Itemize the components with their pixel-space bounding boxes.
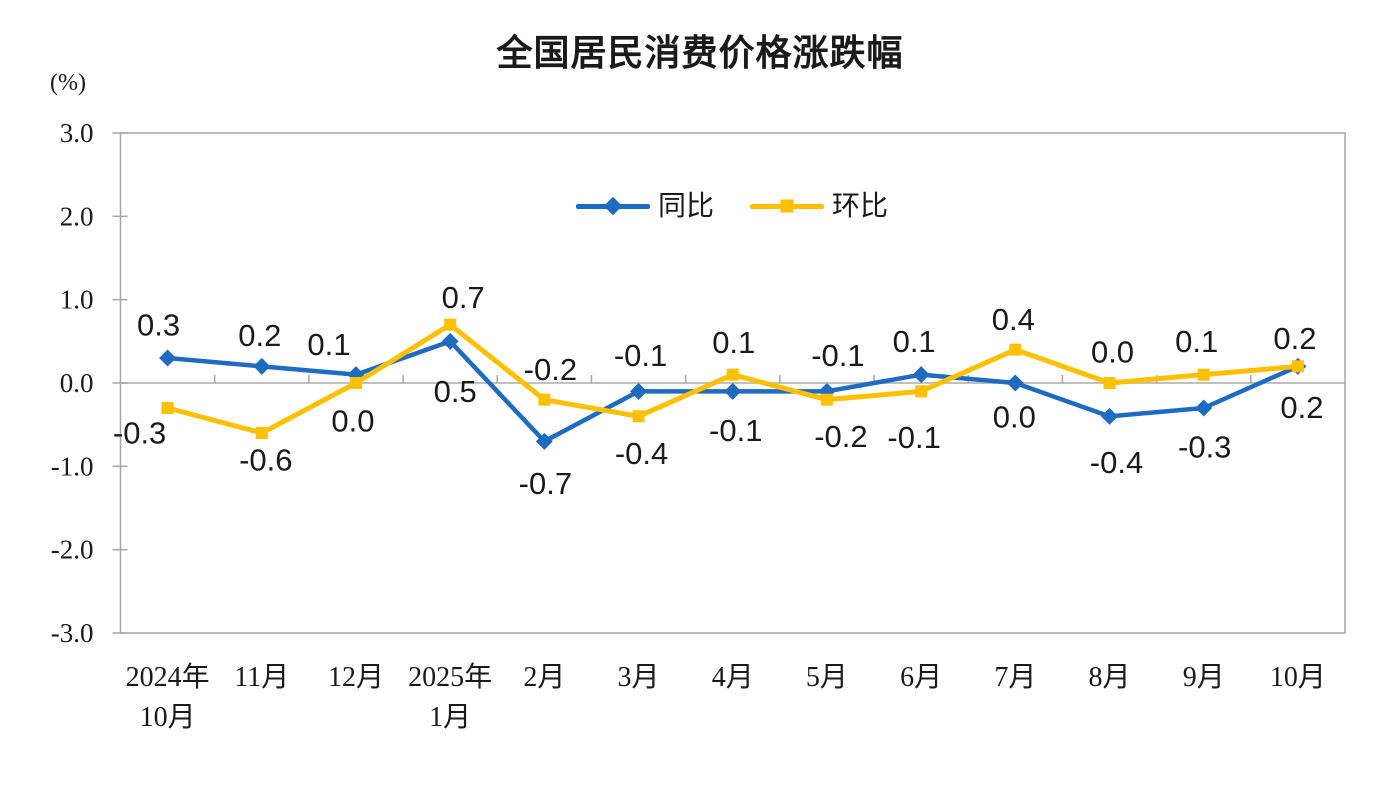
y-tick-label: -2.0 bbox=[51, 535, 94, 565]
x-tick-label: 4月 bbox=[712, 662, 754, 693]
square-data-point-marker bbox=[538, 393, 551, 406]
square-data-point-marker bbox=[915, 385, 928, 398]
legend-item-mom: 环比 bbox=[750, 192, 888, 220]
data-label-环比: -0.2 bbox=[814, 419, 867, 454]
data-label-环比: 0.0 bbox=[1091, 335, 1134, 370]
data-label-环比: -0.4 bbox=[615, 436, 668, 471]
diamond-data-point-marker bbox=[630, 382, 648, 400]
square-data-point-marker bbox=[161, 402, 174, 414]
y-axis-unit-label: (%) bbox=[50, 70, 86, 96]
x-tick-label: 9月 bbox=[1183, 662, 1225, 693]
square-data-point-marker bbox=[820, 393, 833, 406]
data-label-同比: 0.1 bbox=[893, 324, 936, 359]
data-label-同比: -0.1 bbox=[614, 338, 667, 373]
legend-label-mom: 环比 bbox=[832, 190, 889, 221]
data-label-环比: -0.3 bbox=[113, 416, 166, 451]
diamond-data-point-marker bbox=[1101, 407, 1119, 425]
legend: 同比 环比 bbox=[576, 192, 888, 220]
data-label-环比: 0.1 bbox=[712, 325, 755, 360]
square-data-point-marker bbox=[632, 410, 645, 423]
mom-legend-swatch bbox=[750, 196, 825, 216]
y-tick-label: -1.0 bbox=[51, 451, 94, 481]
data-label-同比: -0.7 bbox=[519, 466, 572, 501]
diamond-data-point-marker bbox=[1006, 374, 1024, 392]
y-tick-label: 0.0 bbox=[60, 368, 94, 398]
data-label-同比: 0.2 bbox=[1273, 321, 1316, 356]
square-data-point-marker bbox=[1009, 343, 1022, 356]
data-label-同比: -0.1 bbox=[709, 413, 762, 448]
yoy-legend-swatch bbox=[576, 196, 650, 216]
y-tick-label: 1.0 bbox=[60, 285, 94, 315]
y-tick-label: 2.0 bbox=[60, 201, 94, 231]
x-tick-label: 12月 bbox=[328, 662, 384, 693]
data-label-环比: 0.4 bbox=[992, 302, 1035, 337]
x-tick-label: 5月 bbox=[806, 662, 848, 693]
data-label-同比: 0.0 bbox=[993, 400, 1036, 435]
legend-item-yoy: 同比 bbox=[576, 192, 714, 220]
diamond-data-point-marker bbox=[441, 332, 459, 350]
legend-label-yoy: 同比 bbox=[658, 190, 715, 221]
data-label-同比: 0.5 bbox=[434, 374, 477, 409]
diamond-data-point-marker bbox=[724, 382, 742, 400]
x-tick-label: 7月 bbox=[994, 662, 1036, 693]
x-tick-label: 2025年 1月 bbox=[408, 661, 492, 733]
x-tick-label: 11月 bbox=[234, 662, 289, 693]
data-label-同比: 0.1 bbox=[307, 327, 350, 362]
diamond-data-point-marker bbox=[912, 366, 930, 384]
data-label-环比: 0.1 bbox=[1175, 324, 1218, 359]
chart-title: 全国居民消费价格涨跌幅 bbox=[496, 32, 904, 73]
data-label-环比: 0.2 bbox=[1280, 390, 1323, 425]
data-label-环比: -0.1 bbox=[887, 420, 940, 455]
square-data-point-marker bbox=[1103, 377, 1116, 389]
data-label-环比: -0.2 bbox=[524, 352, 577, 387]
square-data-point-marker bbox=[1291, 360, 1304, 373]
x-tick-label: 2024年 10月 bbox=[126, 661, 210, 733]
diamond-data-point-marker bbox=[253, 357, 271, 375]
y-tick-label: -3.0 bbox=[51, 618, 94, 648]
data-label-环比: 0.0 bbox=[331, 404, 374, 439]
x-tick-label: 2月 bbox=[523, 662, 565, 693]
square-data-point-marker bbox=[255, 427, 268, 439]
square-data-point-marker bbox=[349, 377, 362, 389]
square-data-point-marker bbox=[726, 368, 739, 381]
data-label-同比: 0.2 bbox=[238, 318, 281, 353]
square-data-point-marker bbox=[1197, 368, 1210, 381]
square-data-point-marker bbox=[444, 318, 457, 331]
data-label-同比: -0.1 bbox=[811, 338, 864, 373]
diamond-data-point-marker bbox=[1195, 399, 1213, 417]
x-tick-label: 6月 bbox=[900, 662, 942, 693]
x-tick-label: 3月 bbox=[618, 662, 660, 693]
diamond-data-point-marker bbox=[535, 432, 553, 450]
data-label-同比: -0.4 bbox=[1090, 445, 1143, 480]
diamond-marker-icon bbox=[603, 196, 623, 216]
square-marker-icon bbox=[780, 199, 794, 213]
x-tick-label: 8月 bbox=[1089, 662, 1131, 693]
y-tick-label: 3.0 bbox=[60, 118, 94, 148]
diamond-data-point-marker bbox=[159, 349, 177, 367]
data-label-环比: 0.7 bbox=[442, 280, 485, 315]
data-label-同比: -0.3 bbox=[1178, 430, 1231, 465]
x-tick-label: 10月 bbox=[1270, 662, 1326, 693]
data-label-环比: -0.6 bbox=[239, 443, 292, 478]
data-label-同比: 0.3 bbox=[137, 308, 180, 343]
